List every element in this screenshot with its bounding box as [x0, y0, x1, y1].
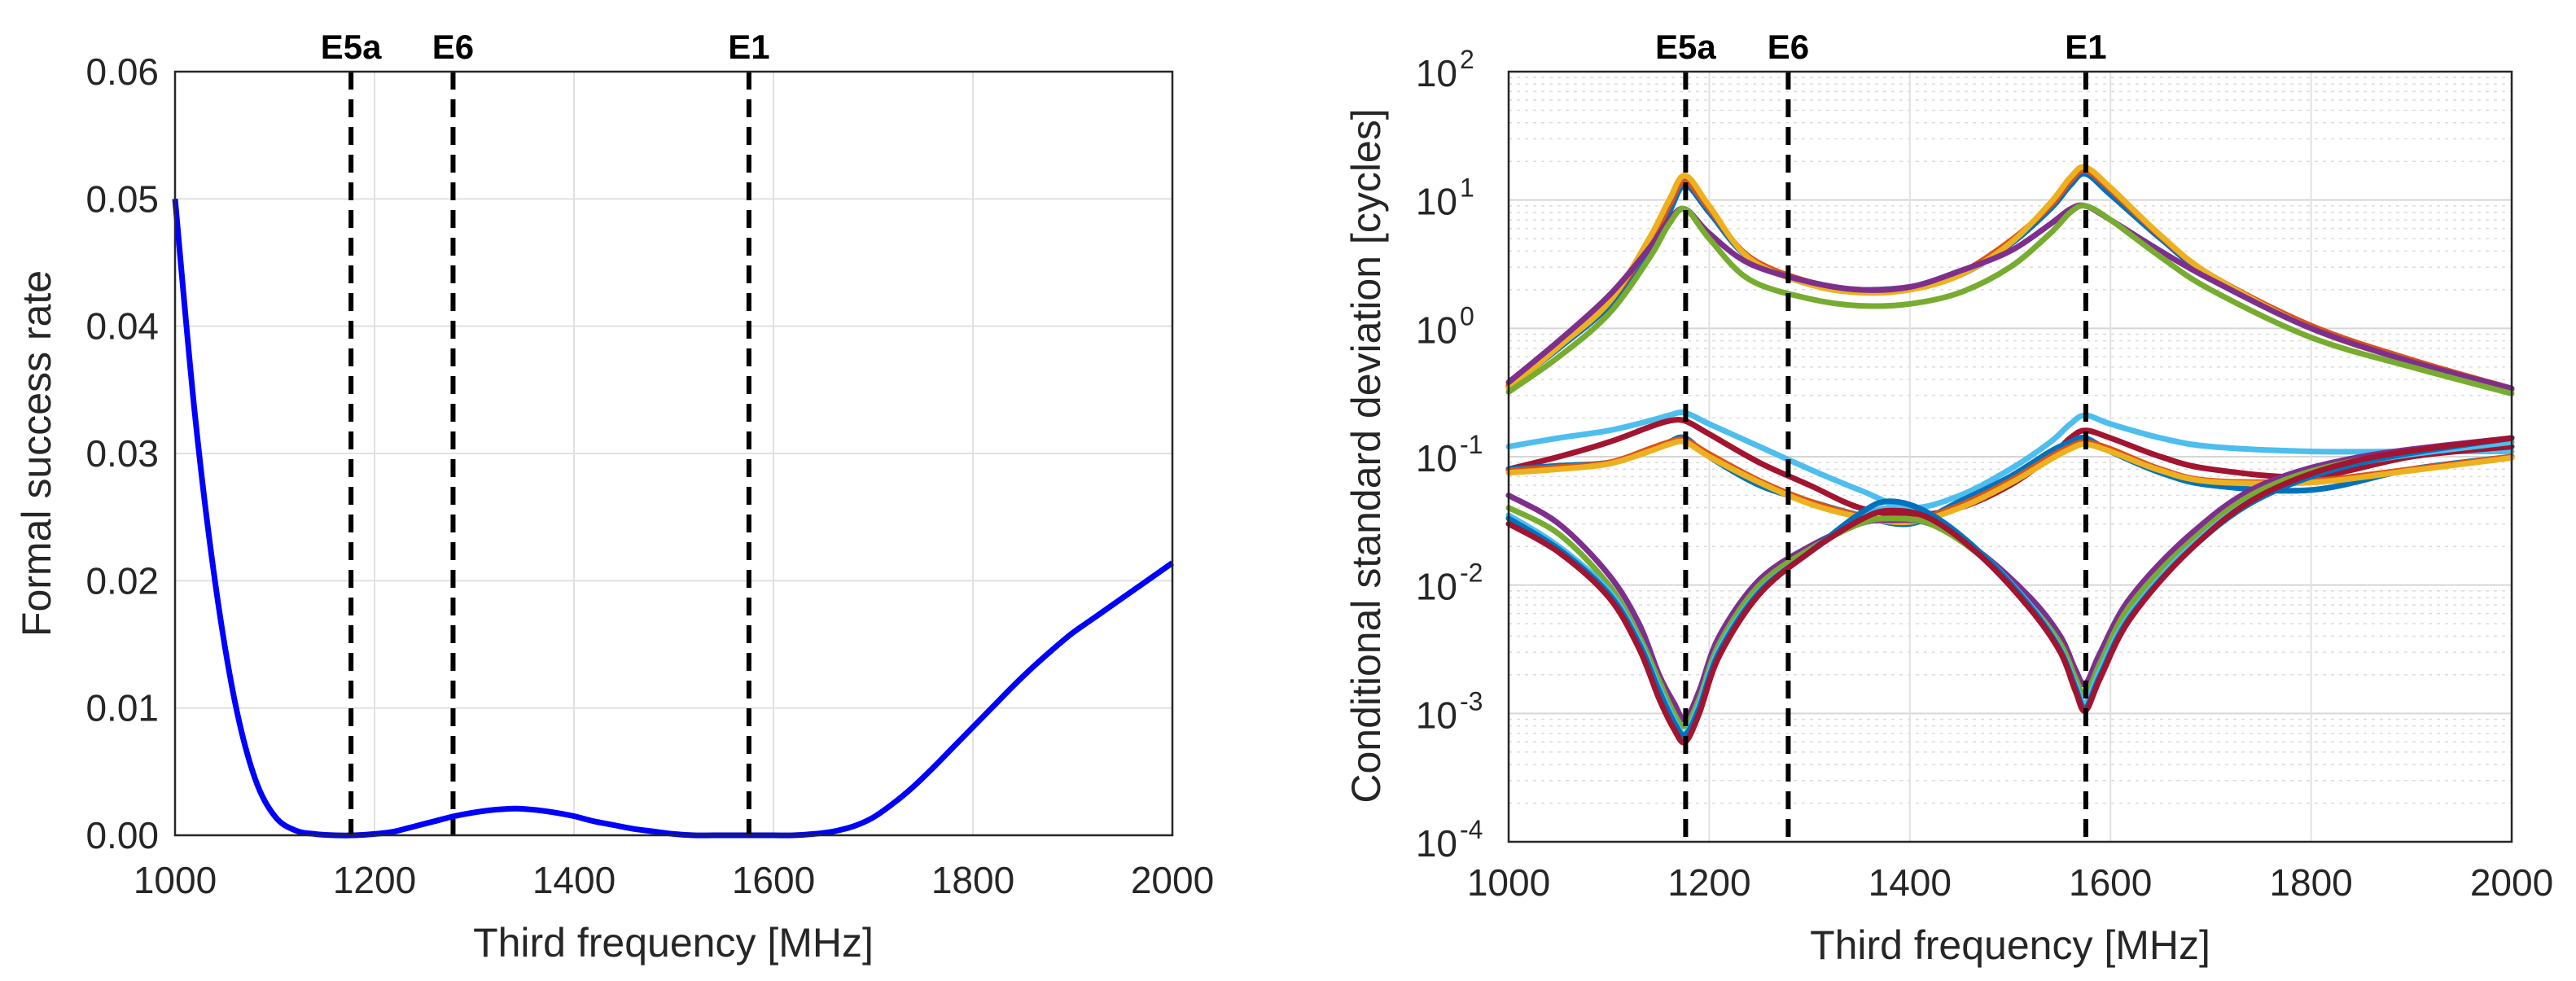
right-vline-label: E6	[1768, 28, 1809, 66]
right-y-tick-exponent: -1	[1460, 430, 1483, 459]
left-x-tick-label: 2000	[1131, 859, 1214, 901]
right-vline-label: E1	[2065, 28, 2106, 66]
left-y-tick-label: 0.06	[85, 50, 159, 93]
right-y-tick-label: 10	[1416, 694, 1457, 736]
right-y-tick-exponent: 1	[1460, 173, 1474, 203]
left-y-tick-labels: 0.00 0.01 0.02 0.03 0.04 0.05 0.06	[85, 50, 159, 856]
left-reference-lines: E5a E6 E1	[321, 28, 770, 835]
right-x-tick-label: 1600	[2069, 861, 2152, 904]
right-y-tick-exponent: -3	[1460, 686, 1483, 716]
right-y-tick-label: 10	[1416, 822, 1457, 865]
left-x-tick-label: 1200	[333, 859, 416, 901]
right-series-line-low-5	[1505, 435, 2515, 746]
right-y-tick-exponent: -2	[1460, 558, 1483, 588]
left-y-tick-label: 0.00	[85, 814, 159, 856]
left-x-tick-label: 1600	[732, 859, 815, 901]
left-y-tick-label: 0.04	[85, 305, 159, 348]
right-x-tick-label: 1200	[1667, 861, 1750, 904]
right-vline-label: E5a	[1655, 28, 1716, 66]
left-x-tick-label: 1400	[532, 859, 616, 901]
left-x-tick-label: 1000	[134, 859, 217, 901]
right-y-tick-exponent: -4	[1460, 815, 1483, 844]
right-x-tick-label: 1400	[1868, 861, 1952, 904]
right-x-tick-label: 1800	[2269, 861, 2352, 904]
right-y-tick-label: 10	[1416, 309, 1457, 351]
left-series-line	[172, 198, 1175, 839]
right-series-line-high-5	[1505, 203, 2515, 396]
left-x-tick-labels: 1000 1200 1400 1600 1800 2000	[134, 859, 1214, 901]
left-y-tick-label: 0.01	[85, 687, 159, 729]
right-x-tick-label: 1000	[1467, 861, 1550, 904]
left-y-tick-label: 0.05	[85, 177, 159, 220]
success-rate-chart: E5a E6 E1 1000 1200 1400 1600 1800 2000 0.000.0…	[14, 28, 1214, 966]
left-vline-label: E6	[432, 28, 474, 66]
right-y-axis-label: Conditional standard deviation [cycles]	[1343, 108, 1389, 803]
left-y-axis-label: Formal success rate	[14, 270, 59, 637]
left-y-tick-label: 0.03	[85, 432, 159, 475]
left-y-tick-label: 0.02	[85, 559, 159, 602]
right-x-axis-label: Third frequency [MHz]	[1810, 922, 2210, 968]
right-series-line-mid-5	[1505, 438, 2515, 526]
right-y-tick-label: 10	[1416, 437, 1457, 480]
left-x-tick-label: 1800	[931, 859, 1014, 901]
right-series-group	[1505, 164, 2515, 746]
left-series-group	[172, 198, 1175, 839]
right-y-tick-label: 10	[1416, 181, 1457, 223]
left-vline-label: E1	[728, 28, 769, 66]
left-vline-label: E5a	[321, 28, 382, 66]
right-y-tick-exponent: 0	[1460, 301, 1474, 331]
right-x-tick-labels: 1000 1200 1400 1600 1800 2000	[1467, 861, 2553, 904]
right-series-line-high-3	[1505, 164, 2515, 393]
right-y-tick-label: 10	[1416, 52, 1457, 94]
left-axes-box	[173, 70, 1174, 837]
std-deviation-chart: E5a E6 E1 1000 1200 1400 1600 1800 2000 10 -410-…	[1343, 28, 2553, 968]
right-series-line-high-4	[1505, 202, 2515, 392]
right-axes-box	[1507, 70, 2513, 843]
right-series-line-mid-1	[1505, 409, 2515, 511]
left-x-axis-label: Third frequency [MHz]	[473, 920, 874, 966]
right-reference-lines: E5a E6 E1	[1655, 28, 2107, 842]
right-y-tick-label: 10	[1416, 566, 1457, 608]
right-y-tick-exponent: 2	[1460, 45, 1474, 74]
right-x-tick-label: 2000	[2470, 861, 2553, 904]
